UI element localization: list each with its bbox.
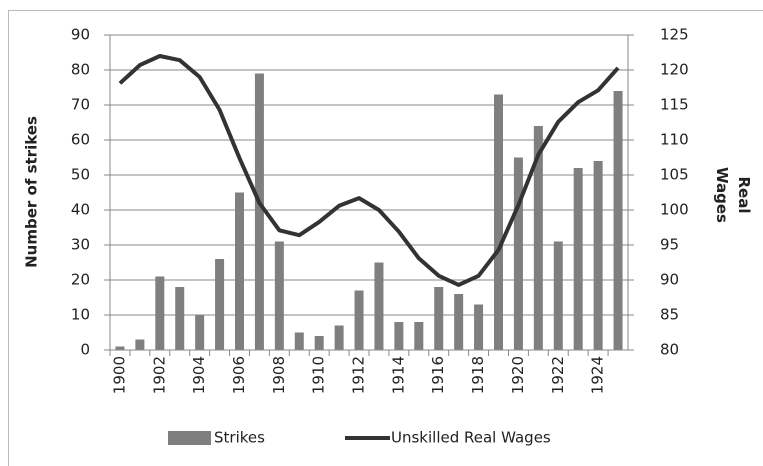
x-tick-label: 1908 xyxy=(270,356,288,394)
bar xyxy=(474,304,484,350)
bar xyxy=(454,294,464,350)
y-tick-label: 90 xyxy=(71,26,90,44)
bar xyxy=(294,332,304,350)
x-tick-label: 1918 xyxy=(469,356,487,394)
y2-axis-label: Real Wages xyxy=(713,167,753,223)
bar xyxy=(195,315,205,350)
y-tick-label: 30 xyxy=(71,236,90,254)
y-axis-label: Number of strikes xyxy=(23,116,41,268)
bar xyxy=(434,287,444,350)
y2-tick-label: 120 xyxy=(660,61,689,79)
x-tick-label: 1914 xyxy=(389,356,407,394)
y2-tick-label: 100 xyxy=(660,201,689,219)
bar xyxy=(354,290,364,350)
y2-tick-label: 105 xyxy=(660,166,689,184)
bar xyxy=(135,339,145,350)
y2-tick-label: 80 xyxy=(660,341,679,359)
x-tick-label: 1906 xyxy=(230,356,248,394)
y2-tick-label: 115 xyxy=(660,96,689,114)
bar xyxy=(175,287,185,350)
line xyxy=(118,54,620,287)
x-tick-label: 1912 xyxy=(350,356,368,394)
bar xyxy=(513,157,523,350)
x-tick-label: 1910 xyxy=(310,356,328,394)
legend-label: Strikes xyxy=(214,429,265,447)
legend-label: Unskilled Real Wages xyxy=(391,429,551,447)
y-tick-label: 0 xyxy=(80,341,90,359)
x-tick-label: 1922 xyxy=(549,356,567,394)
bar xyxy=(573,168,583,350)
bar xyxy=(593,161,603,350)
y2-tick-label: 95 xyxy=(660,236,679,254)
y2-tick-label: 90 xyxy=(660,271,679,289)
bar xyxy=(553,241,563,350)
bar xyxy=(155,276,165,350)
bar xyxy=(613,91,623,350)
y-tick-label: 70 xyxy=(71,96,90,114)
bar xyxy=(374,262,384,350)
y-tick-label: 80 xyxy=(71,61,90,79)
y-tick-label: 60 xyxy=(71,131,90,149)
y-tick-label: 50 xyxy=(71,166,90,184)
bar xyxy=(215,259,225,350)
bar xyxy=(274,241,284,350)
legend-swatch xyxy=(168,431,211,445)
bar xyxy=(394,322,404,350)
y-tick-label: 20 xyxy=(71,271,90,289)
y2-tick-label: 85 xyxy=(660,306,679,324)
x-tick-label: 1924 xyxy=(589,356,607,394)
y2-tick-label: 110 xyxy=(660,131,689,149)
bar xyxy=(254,73,264,350)
bar xyxy=(115,346,125,350)
y2-tick-label: 125 xyxy=(660,26,689,44)
bar xyxy=(235,192,244,350)
frame xyxy=(8,10,763,466)
bar xyxy=(494,94,503,350)
x-tick-label: 1916 xyxy=(429,356,447,394)
bar xyxy=(314,336,324,350)
bar xyxy=(533,126,543,350)
x-tick-label: 1900 xyxy=(110,356,128,394)
y-tick-label: 10 xyxy=(71,306,90,324)
bar xyxy=(414,322,424,350)
x-tick-label: 1920 xyxy=(509,356,527,394)
x-tick-label: 1902 xyxy=(150,356,168,394)
bar xyxy=(334,325,344,350)
y-tick-label: 40 xyxy=(71,201,90,219)
x-tick-label: 1904 xyxy=(190,356,208,394)
